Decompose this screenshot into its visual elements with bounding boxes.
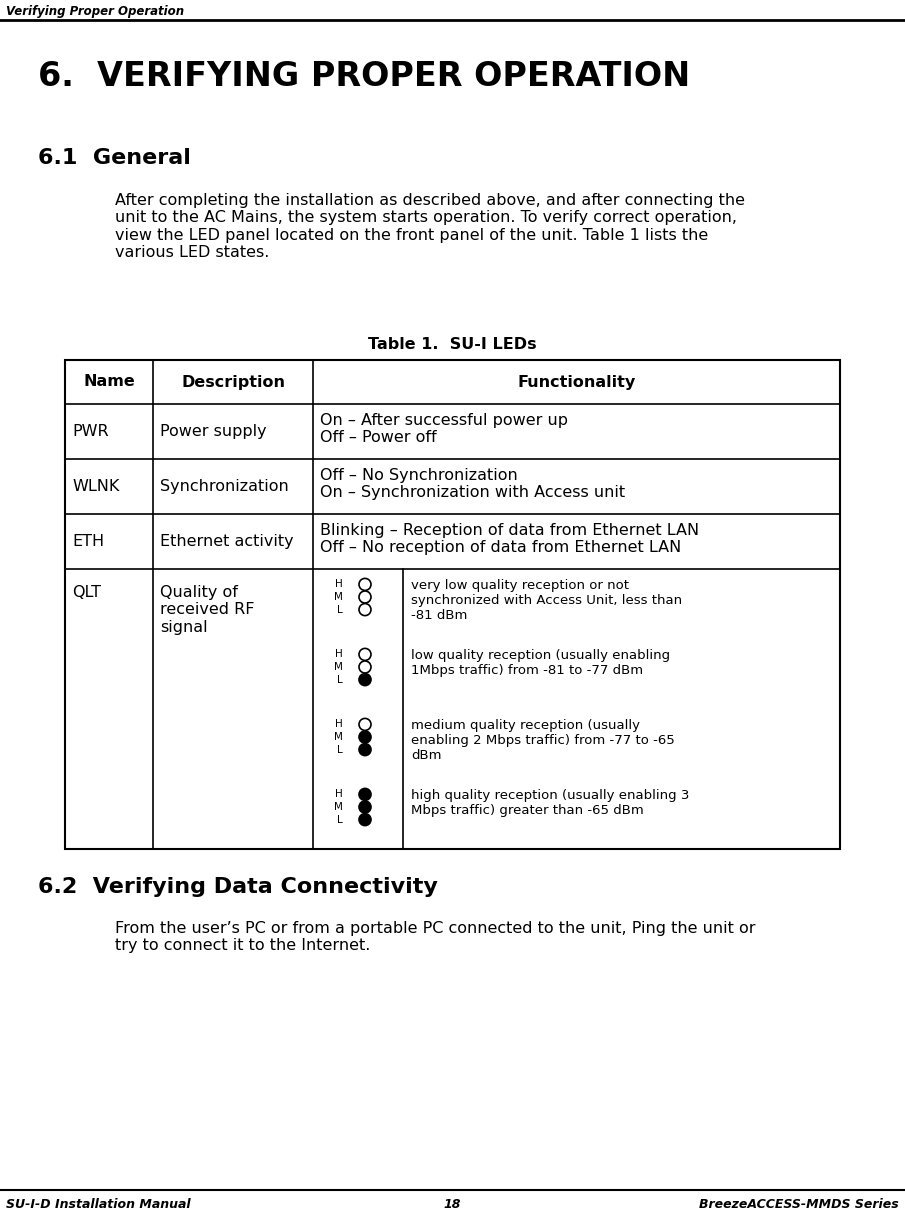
Text: high quality reception (usually enabling 3
Mbps traffic) greater than -65 dBm: high quality reception (usually enabling… (411, 789, 690, 817)
Bar (65, 360, 840, 849)
Text: 6.  VERIFYING PROPER OPERATION: 6. VERIFYING PROPER OPERATION (38, 60, 691, 92)
Text: Off – No Synchronization
On – Synchronization with Access unit: Off – No Synchronization On – Synchroniz… (320, 468, 625, 501)
Text: After completing the installation as described above, and after connecting the
u: After completing the installation as des… (115, 193, 745, 260)
Text: L: L (338, 675, 343, 685)
Text: Name: Name (83, 375, 135, 389)
Text: Verifying Proper Operation: Verifying Proper Operation (6, 5, 184, 18)
Text: M: M (334, 592, 343, 602)
Text: Functionality: Functionality (518, 375, 635, 389)
Text: Quality of
received RF
signal: Quality of received RF signal (160, 585, 254, 635)
Circle shape (359, 788, 371, 800)
Text: Ethernet activity: Ethernet activity (160, 534, 293, 548)
Text: M: M (334, 662, 343, 672)
Text: SU-I-D Installation Manual: SU-I-D Installation Manual (6, 1198, 191, 1211)
Text: BreezeACCESS-MMDS Series: BreezeACCESS-MMDS Series (700, 1198, 899, 1211)
Circle shape (359, 719, 371, 731)
Text: PWR: PWR (72, 424, 109, 439)
Circle shape (359, 674, 371, 686)
Text: M: M (334, 803, 343, 812)
Text: H: H (335, 789, 343, 799)
Circle shape (359, 744, 371, 755)
Text: H: H (335, 720, 343, 730)
Circle shape (359, 603, 371, 615)
Circle shape (359, 591, 371, 603)
Circle shape (359, 662, 371, 672)
Text: L: L (338, 815, 343, 824)
Text: 6.2  Verifying Data Connectivity: 6.2 Verifying Data Connectivity (38, 877, 438, 897)
Text: Power supply: Power supply (160, 424, 267, 439)
Text: H: H (335, 579, 343, 590)
Text: Description: Description (181, 375, 285, 389)
Text: Table 1.  SU-I LEDs: Table 1. SU-I LEDs (367, 337, 537, 351)
Text: On – After successful power up
Off – Power off: On – After successful power up Off – Pow… (320, 413, 568, 445)
Text: very low quality reception or not
synchronized with Access Unit, less than
-81 d: very low quality reception or not synchr… (411, 579, 682, 623)
Text: 18: 18 (443, 1198, 461, 1211)
Text: ETH: ETH (72, 534, 104, 548)
Text: From the user’s PC or from a portable PC connected to the unit, Ping the unit or: From the user’s PC or from a portable PC… (115, 921, 756, 953)
Circle shape (359, 814, 371, 826)
Text: M: M (334, 732, 343, 742)
Circle shape (359, 648, 371, 660)
Circle shape (359, 579, 371, 591)
Text: Synchronization: Synchronization (160, 479, 289, 494)
Circle shape (359, 731, 371, 743)
Text: low quality reception (usually enabling
1Mbps traffic) from -81 to -77 dBm: low quality reception (usually enabling … (411, 649, 670, 677)
Text: H: H (335, 649, 343, 659)
Circle shape (359, 801, 371, 814)
Text: Blinking – Reception of data from Ethernet LAN
Off – No reception of data from E: Blinking – Reception of data from Ethern… (320, 523, 700, 556)
Text: L: L (338, 604, 343, 614)
Text: WLNK: WLNK (72, 479, 119, 494)
Text: QLT: QLT (72, 585, 101, 599)
Text: medium quality reception (usually
enabling 2 Mbps traffic) from -77 to -65
dBm: medium quality reception (usually enabli… (411, 719, 675, 762)
Text: 6.1  General: 6.1 General (38, 148, 191, 168)
Text: L: L (338, 744, 343, 755)
